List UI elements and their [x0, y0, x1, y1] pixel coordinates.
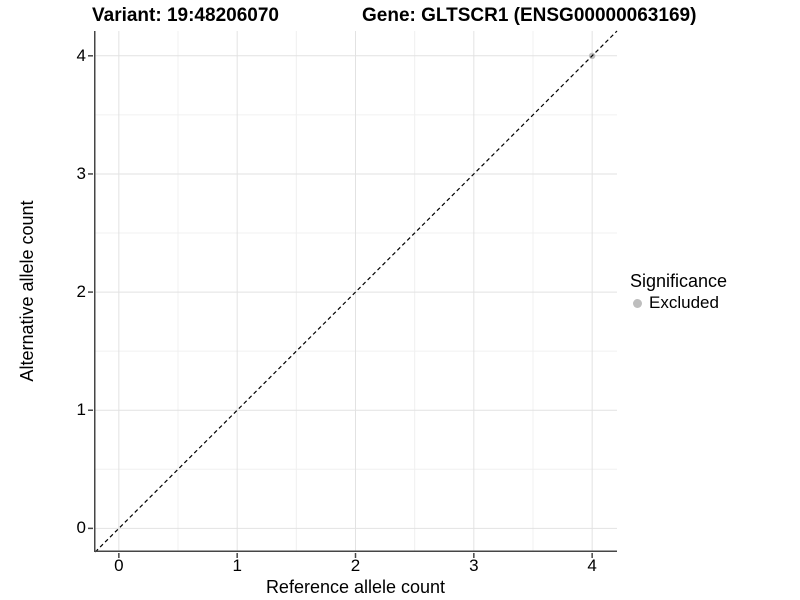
y-tick-label: 1	[76, 400, 86, 420]
legend-item: Excluded	[633, 293, 727, 313]
plot-title-gene: Gene: GLTSCR1 (ENSG00000063169)	[362, 5, 697, 26]
identity-line	[94, 30, 618, 553]
x-tick-label: 1	[232, 556, 242, 575]
y-tick-label: 0	[76, 518, 86, 538]
x-axis-label: Reference allele count	[265, 577, 446, 597]
y-tick-label: 2	[76, 282, 86, 302]
plot-panel	[88, 30, 618, 558]
y-tick-label: 3	[76, 163, 86, 183]
x-tick-label: 3	[469, 556, 479, 575]
plot-area-svg	[88, 30, 618, 558]
y-tick-label: 4	[76, 45, 86, 65]
legend-key-dot-icon	[633, 298, 642, 308]
plot-title-variant: Variant: 19:48206070	[92, 5, 279, 26]
legend-title: Significance	[630, 271, 728, 291]
legend: Significance Excluded	[630, 270, 727, 313]
x-tick-label: 4	[587, 556, 597, 575]
legend-items: Excluded	[630, 293, 727, 313]
x-tick-label: 2	[350, 556, 361, 575]
legend-item-label: Excluded	[649, 293, 719, 312]
x-tick-label: 0	[114, 556, 124, 575]
